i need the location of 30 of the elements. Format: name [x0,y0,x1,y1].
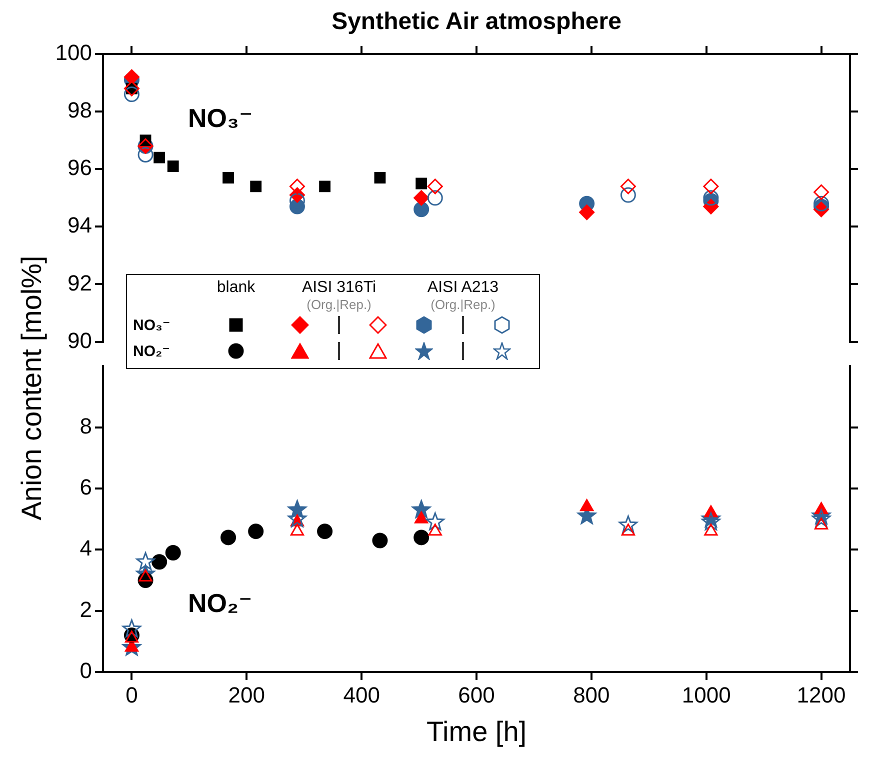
y-tick-label: 2 [80,596,92,622]
annotation: NO₂⁻ [188,588,252,619]
annotation: (Org.|Rep.) [430,297,496,312]
x-tick-label: 200 [228,682,266,708]
y-tick-label: 96 [68,155,92,180]
x-tick-label: 800 [573,682,610,708]
annotation: blank [216,279,256,297]
annotation: AISI 316Ti [300,279,378,297]
annotation: NO₃⁻ [133,316,172,334]
x-tick-label: 0 [126,682,138,708]
y-tick-label: 100 [55,40,92,66]
x-axis-title: Time [h] [426,716,527,747]
y-tick-label: 98 [68,98,92,123]
annotation: AISI A213 [426,279,500,297]
annotation: NO₃⁻ [188,103,253,134]
y-tick-label: 0 [80,658,92,684]
x-tick-label: 1200 [796,682,846,708]
x-tick-label: 400 [343,682,380,708]
y-axis-title: Anion content [mol%] [16,256,48,520]
y-tick-label: 8 [80,413,92,438]
y-tick-label: 92 [68,270,92,296]
y-tick-label: 94 [68,212,92,238]
chart-title: Synthetic Air atmosphere [330,8,622,36]
annotation: (Org.|Rep.) [306,297,372,312]
y-tick-label: 4 [80,536,92,561]
text: NO₂⁻ [133,342,172,360]
y-tick-label: 90 [68,328,92,353]
y-tick-label: 6 [80,474,92,500]
x-tick-label: 600 [458,682,495,708]
x-tick-label: 1000 [682,682,731,708]
